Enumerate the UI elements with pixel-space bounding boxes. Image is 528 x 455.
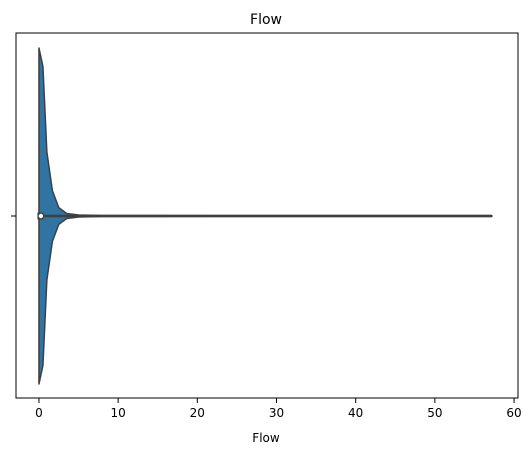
chart-title: Flow <box>250 12 282 28</box>
x-tick-label: 60 <box>506 406 521 420</box>
x-tick-label: 20 <box>190 406 205 420</box>
median-point <box>38 213 44 219</box>
x-axis-label: Flow <box>252 431 280 445</box>
plot-area <box>37 47 493 385</box>
x-tick-label: 10 <box>111 406 126 420</box>
x-axis-ticks: 0 10 20 30 40 50 60 <box>35 398 522 420</box>
x-tick-label: 50 <box>427 406 442 420</box>
x-tick-label: 0 <box>35 406 43 420</box>
x-tick-label: 30 <box>269 406 284 420</box>
x-tick-label: 40 <box>348 406 363 420</box>
